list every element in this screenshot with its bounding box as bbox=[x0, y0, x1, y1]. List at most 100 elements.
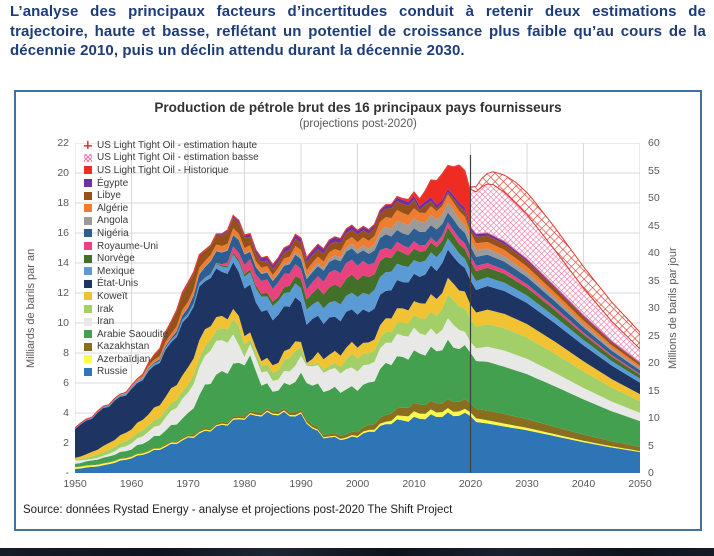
color-swatch-icon bbox=[84, 279, 92, 288]
legend-item: Royaume-Uni bbox=[84, 240, 259, 253]
legend-label: Angola bbox=[97, 215, 129, 227]
legend-label: US Light Tight Oil - Historique bbox=[97, 164, 229, 176]
y-right-tick: 25 bbox=[648, 329, 660, 342]
legend-item: Iran bbox=[84, 315, 259, 328]
x-axis-tick: 2040 bbox=[571, 478, 596, 490]
chart-legend: US Light Tight Oil - estimation haute US … bbox=[84, 139, 259, 378]
legend-item: Kazakhstan bbox=[84, 341, 259, 354]
y-left-tick: 14 bbox=[57, 257, 69, 269]
y-left-tick: 22 bbox=[57, 137, 69, 149]
x-axis-tick: 2020 bbox=[458, 478, 483, 490]
x-axis-tick: 1980 bbox=[232, 478, 257, 490]
legend-label: Azerbaïdjan bbox=[97, 353, 151, 365]
legend-label: Russie bbox=[97, 366, 128, 378]
legend-item: Azerbaïdjan bbox=[84, 353, 259, 366]
x-axis-tick: 2050 bbox=[628, 478, 652, 490]
color-swatch-icon bbox=[84, 267, 92, 276]
y-right-tick: 5 bbox=[648, 439, 654, 452]
legend-label: Koweït bbox=[97, 290, 128, 302]
color-swatch-icon bbox=[84, 355, 92, 364]
legend-label: Arabie Saoudite bbox=[97, 328, 169, 340]
color-swatch-icon bbox=[84, 242, 92, 251]
plus-marker-icon bbox=[84, 141, 92, 150]
color-swatch-icon bbox=[84, 305, 92, 314]
y-right-tick: 15 bbox=[648, 384, 660, 397]
legend-label: Mexique bbox=[97, 265, 135, 277]
y-left-tick: 8 bbox=[63, 347, 69, 359]
y-right-tick: 60 bbox=[648, 137, 660, 149]
x-axis-tick: 1960 bbox=[119, 478, 144, 490]
color-swatch-icon bbox=[84, 179, 92, 188]
color-swatch-icon bbox=[84, 292, 92, 301]
y-left-tick: 12 bbox=[57, 287, 69, 299]
y-right-tick: 45 bbox=[648, 219, 660, 232]
y-right-tick: 55 bbox=[648, 164, 660, 177]
y-left-tick: 2 bbox=[63, 437, 69, 449]
color-swatch-icon bbox=[84, 330, 92, 339]
legend-label: Nigéria bbox=[97, 227, 129, 239]
legend-item: US Light Tight Oil - estimation haute bbox=[84, 139, 259, 152]
y-left-tick: 6 bbox=[63, 377, 69, 389]
figure-frame: Production de pétrole brut des 16 princi… bbox=[14, 90, 702, 531]
intro-paragraph: L’analyse des principaux facteurs d’ince… bbox=[10, 3, 706, 59]
legend-label: Égypte bbox=[97, 177, 129, 189]
y-axis-right-label: Millions de barils par jour bbox=[667, 247, 679, 369]
x-axis-tick: 2010 bbox=[402, 478, 426, 490]
y-left-tick: 18 bbox=[57, 197, 69, 209]
legend-label: Libye bbox=[97, 190, 121, 202]
legend-item: Russie bbox=[84, 366, 259, 379]
x-axis-tick: 2000 bbox=[345, 478, 370, 490]
x-axis-tick: 2030 bbox=[515, 478, 539, 490]
y-right-tick: 10 bbox=[648, 412, 660, 424]
y-axis-left-label: Milliards de barils par an bbox=[25, 248, 37, 368]
y-right-tick: 0 bbox=[648, 467, 654, 479]
y-right-tick: 20 bbox=[648, 357, 660, 369]
legend-item: Égypte bbox=[84, 177, 259, 190]
color-swatch-icon bbox=[84, 166, 92, 175]
legend-label: Kazakhstan bbox=[97, 341, 150, 353]
legend-label: US Light Tight Oil - estimation haute bbox=[97, 139, 258, 151]
chart-title: Production de pétrole brut des 16 princi… bbox=[154, 100, 562, 115]
color-swatch-icon bbox=[84, 342, 92, 351]
legend-item: Nigéria bbox=[84, 227, 259, 240]
color-swatch-icon bbox=[84, 367, 92, 376]
legend-label: Norvège bbox=[97, 253, 135, 265]
legend-label: Irak bbox=[97, 303, 114, 315]
y-left-tick: 16 bbox=[57, 227, 69, 239]
color-swatch-icon bbox=[84, 204, 92, 213]
color-swatch-icon bbox=[84, 229, 92, 238]
color-swatch-icon bbox=[84, 254, 92, 263]
legend-item: Irak bbox=[84, 303, 259, 316]
legend-item: Arabie Saoudite bbox=[84, 328, 259, 341]
legend-label: Iran bbox=[97, 316, 115, 328]
legend-item: Libye bbox=[84, 189, 259, 202]
y-left-tick: - bbox=[65, 467, 70, 479]
y-right-tick: 40 bbox=[648, 247, 660, 259]
y-left-tick: 20 bbox=[57, 167, 69, 179]
x-axis-tick: 1990 bbox=[289, 478, 313, 490]
y-right-tick: 50 bbox=[648, 192, 660, 204]
chart-subtitle: (projections post-2020) bbox=[299, 118, 417, 130]
legend-item: Algérie bbox=[84, 202, 259, 215]
x-axis-tick: 1970 bbox=[176, 478, 200, 490]
y-left-tick: 4 bbox=[63, 407, 69, 419]
legend-item: Norvège bbox=[84, 252, 259, 265]
legend-item: Mexique bbox=[84, 265, 259, 278]
legend-item: US Light Tight Oil - estimation basse bbox=[84, 152, 259, 165]
bottom-strip bbox=[0, 548, 714, 556]
legend-label: US Light Tight Oil - estimation basse bbox=[97, 152, 259, 164]
legend-item: Angola bbox=[84, 215, 259, 228]
y-right-tick: 30 bbox=[648, 302, 660, 314]
legend-label: Royaume-Uni bbox=[97, 240, 159, 252]
y-left-tick: 10 bbox=[57, 317, 69, 329]
legend-item: US Light Tight Oil - Historique bbox=[84, 164, 259, 177]
x-axis-tick: 1950 bbox=[63, 478, 87, 490]
legend-label: État-Unis bbox=[97, 278, 139, 290]
color-swatch-icon bbox=[84, 317, 92, 326]
color-swatch-icon bbox=[84, 191, 92, 200]
color-swatch-icon bbox=[84, 216, 92, 225]
legend-item: Koweït bbox=[84, 290, 259, 303]
legend-item: État-Unis bbox=[84, 278, 259, 291]
source-note: Source: données Rystad Energy - analyse … bbox=[23, 504, 453, 516]
